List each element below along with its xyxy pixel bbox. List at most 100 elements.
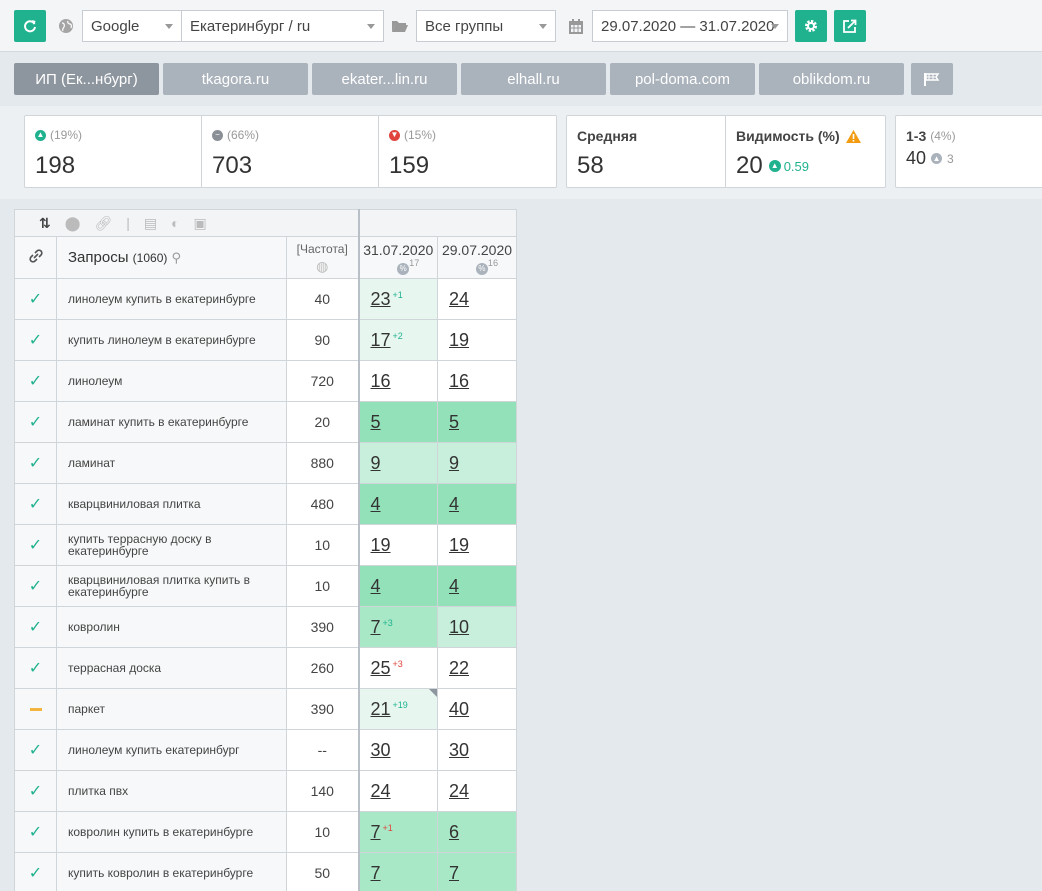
position-value[interactable]: 4 bbox=[449, 575, 460, 596]
position-value[interactable]: 9 bbox=[370, 452, 381, 473]
position-cell[interactable]: 30 bbox=[437, 729, 517, 771]
link-column-header[interactable] bbox=[14, 236, 57, 279]
position-value[interactable]: 40 bbox=[449, 698, 470, 719]
position-cell[interactable]: 30 bbox=[357, 729, 438, 771]
position-value[interactable]: 19 bbox=[449, 329, 470, 350]
position-value[interactable]: 23 bbox=[370, 288, 391, 309]
flag-button[interactable] bbox=[911, 63, 953, 95]
position-cell[interactable]: 19 bbox=[437, 524, 517, 566]
position-value[interactable]: 7 bbox=[449, 862, 460, 883]
freq-cell: 10 bbox=[286, 811, 359, 853]
refresh-button[interactable] bbox=[14, 10, 46, 42]
export-button[interactable] bbox=[834, 10, 866, 42]
date-range-select[interactable]: 29.07.2020 — 31.07.2020 bbox=[592, 10, 788, 42]
position-cell[interactable]: 17 +2 bbox=[357, 319, 438, 361]
position-value[interactable]: 16 bbox=[370, 370, 391, 391]
position-value[interactable]: 24 bbox=[370, 780, 391, 801]
folder-icon bbox=[391, 10, 411, 42]
position-cell[interactable]: 5 bbox=[357, 401, 438, 443]
position-value[interactable]: 4 bbox=[370, 493, 381, 514]
tab-project-4[interactable]: pol-doma.com bbox=[610, 63, 755, 95]
position-value[interactable]: 16 bbox=[449, 370, 470, 391]
stat-down-value: 159 bbox=[389, 152, 430, 179]
queries-header[interactable]: Запросы (1060) ⚲ bbox=[56, 236, 287, 279]
sort-icon[interactable]: ⇅ bbox=[39, 214, 51, 231]
position-value[interactable]: 30 bbox=[449, 739, 470, 760]
position-cell[interactable]: 22 bbox=[437, 647, 517, 689]
position-value[interactable]: 19 bbox=[449, 534, 470, 555]
position-cell[interactable]: 4 bbox=[357, 483, 438, 525]
tab-label: ekater...lin.ru bbox=[341, 70, 428, 88]
position-cell[interactable]: 5 bbox=[437, 401, 517, 443]
stat-same[interactable]: − (66%) 703 bbox=[202, 116, 379, 187]
tab-project-0[interactable]: ИП (Ек...нбург) bbox=[14, 63, 159, 95]
settings-button[interactable] bbox=[795, 10, 827, 42]
position-cell[interactable]: 9 bbox=[357, 442, 438, 484]
position-cell[interactable]: 25 +3 bbox=[357, 647, 438, 689]
search-icon[interactable]: ⚲ bbox=[171, 249, 182, 265]
position-cell[interactable]: 24 bbox=[437, 278, 517, 320]
engine-select[interactable]: Google bbox=[82, 10, 182, 42]
position-value[interactable]: 17 bbox=[370, 329, 391, 350]
position-cell[interactable]: 4 bbox=[437, 483, 517, 525]
position-value[interactable]: 25 bbox=[370, 657, 391, 678]
contrast-icon[interactable]: ◐ bbox=[171, 215, 180, 231]
date-column-header-1[interactable]: 31.07.2020 %17 bbox=[357, 236, 438, 279]
date-column-header-2[interactable]: 29.07.2020 %16 bbox=[437, 236, 517, 279]
freq-header[interactable]: [Частота] ◍ bbox=[286, 236, 359, 279]
position-value[interactable]: 5 bbox=[449, 411, 460, 432]
position-cell[interactable]: 4 bbox=[357, 565, 438, 607]
position-value[interactable]: 24 bbox=[449, 288, 470, 309]
tab-project-3[interactable]: elhall.ru bbox=[461, 63, 606, 95]
summary-card: Средняя 58 Видимость (%) 20 ▲ 0.59 bbox=[566, 115, 886, 188]
link-icon[interactable]: 🔗︎ bbox=[94, 214, 113, 231]
position-value[interactable]: 24 bbox=[449, 780, 470, 801]
check-icon: ✓ bbox=[28, 332, 43, 349]
top3-card[interactable]: 1-3 (4%) 40 ▲ 3 bbox=[895, 115, 1042, 188]
position-cell[interactable]: 6 bbox=[437, 811, 517, 853]
position-value[interactable]: 21 bbox=[370, 698, 391, 719]
warning-icon[interactable] bbox=[845, 129, 861, 143]
position-value[interactable]: 4 bbox=[370, 575, 381, 596]
query-cell: линолеум bbox=[56, 360, 287, 402]
date-range-value: 29.07.2020 — 31.07.2020 bbox=[601, 17, 775, 35]
stat-up[interactable]: ▲ (19%) 198 bbox=[25, 116, 202, 187]
position-value[interactable]: 5 bbox=[370, 411, 381, 432]
stat-down[interactable]: ▼ (15%) 159 bbox=[379, 116, 556, 187]
position-value[interactable]: 22 bbox=[449, 657, 470, 678]
calculator-icon[interactable]: ▤ bbox=[143, 214, 158, 231]
position-cell[interactable]: 24 bbox=[437, 770, 517, 812]
status-cell: ✓ bbox=[14, 319, 57, 361]
text-icon[interactable]: ▣ bbox=[193, 214, 207, 231]
position-cell[interactable]: 16 bbox=[437, 360, 517, 402]
position-value[interactable]: 7 bbox=[370, 616, 381, 637]
position-cell[interactable]: 7 +3 bbox=[357, 606, 438, 648]
position-value[interactable]: 19 bbox=[370, 534, 391, 555]
position-cell[interactable]: 7 +1 bbox=[357, 811, 438, 853]
position-cell[interactable]: 9 bbox=[437, 442, 517, 484]
position-cell[interactable]: 16 bbox=[357, 360, 438, 402]
position-value[interactable]: 7 bbox=[370, 862, 381, 883]
position-cell[interactable]: 4 bbox=[437, 565, 517, 607]
position-cell[interactable]: 40 bbox=[437, 688, 517, 730]
position-cell[interactable]: 19 bbox=[357, 524, 438, 566]
position-cell[interactable]: 7 bbox=[437, 852, 517, 891]
tab-project-2[interactable]: ekater...lin.ru bbox=[312, 63, 457, 95]
position-cell[interactable]: 7 bbox=[357, 852, 438, 891]
group-select[interactable]: Все группы bbox=[416, 10, 556, 42]
region-select[interactable]: Екатеринбург / ru bbox=[181, 10, 384, 42]
position-value[interactable]: 30 bbox=[370, 739, 391, 760]
tab-project-1[interactable]: tkagora.ru bbox=[163, 63, 308, 95]
position-value[interactable]: 6 bbox=[449, 821, 460, 842]
position-value[interactable]: 7 bbox=[370, 821, 381, 842]
position-value[interactable]: 9 bbox=[449, 452, 460, 473]
position-value[interactable]: 4 bbox=[449, 493, 460, 514]
tab-project-5[interactable]: oblikdom.ru bbox=[759, 63, 904, 95]
position-cell[interactable]: 19 bbox=[437, 319, 517, 361]
position-cell[interactable]: 10 bbox=[437, 606, 517, 648]
position-cell[interactable]: 24 bbox=[357, 770, 438, 812]
position-cell[interactable]: 21 +19 bbox=[357, 688, 438, 730]
position-cell[interactable]: 23 +1 bbox=[357, 278, 438, 320]
position-value[interactable]: 10 bbox=[449, 616, 470, 637]
toggle-icon[interactable]: ⬤ bbox=[64, 214, 81, 231]
